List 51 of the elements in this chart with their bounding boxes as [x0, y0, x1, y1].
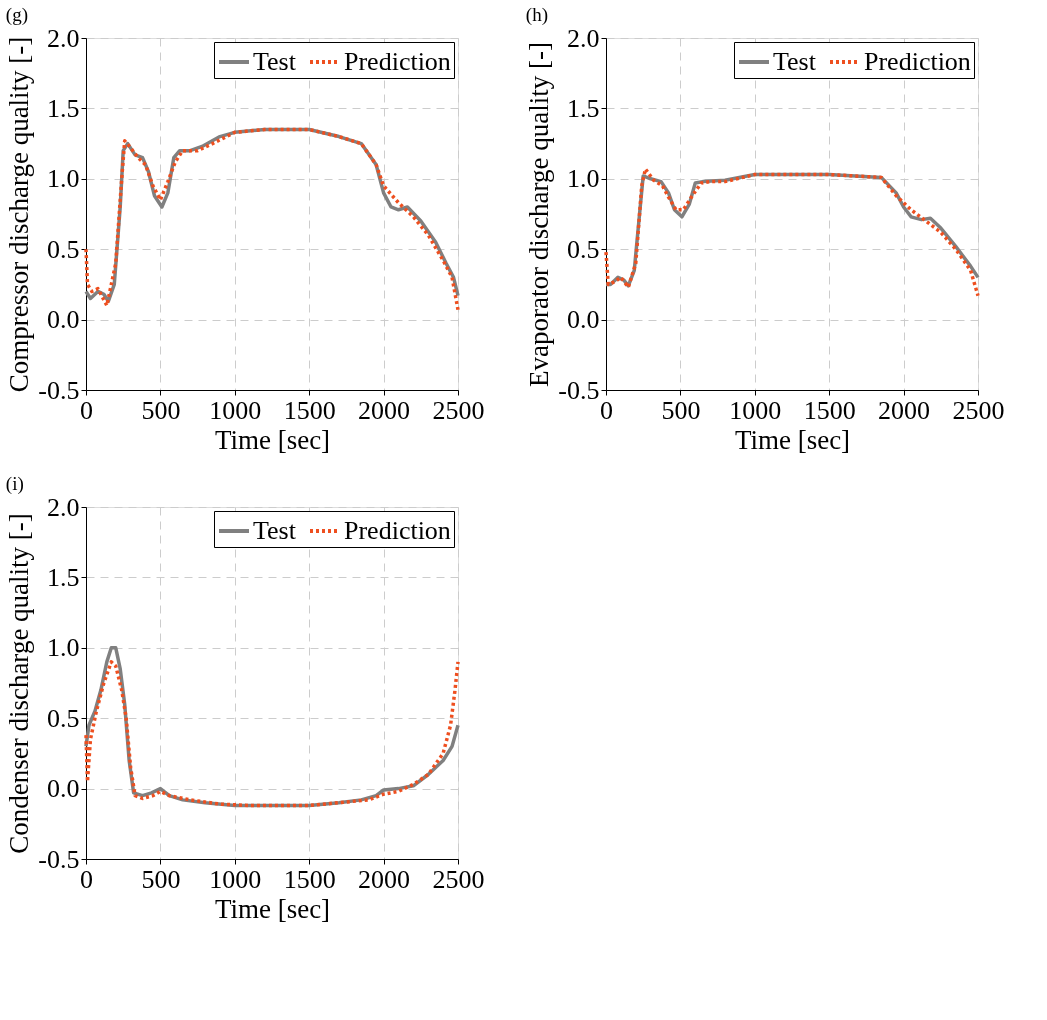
x-tick-label: 1000	[209, 395, 262, 425]
x-tick-label: 2000	[358, 864, 411, 894]
y-tick-label: 1.0	[47, 164, 80, 194]
y-axis-title: Condenser discharge quality [-]	[4, 513, 35, 854]
x-tick-label: 1500	[803, 395, 856, 425]
y-tick-label: -0.5	[558, 375, 600, 405]
y-axis-title: Evaporator discharge quality [-]	[524, 41, 555, 388]
x-tick-label: 2500	[432, 864, 485, 894]
y-axis-title: Compressor discharge quality [-]	[4, 36, 35, 393]
y-tick-label: 0.0	[47, 774, 80, 804]
chart-title: (g)	[5, 4, 28, 26]
legend-label: Test	[253, 516, 297, 545]
x-axis-title: Time [sec]	[734, 424, 851, 455]
x-tick-label: 0	[600, 395, 613, 425]
x-tick-label: 2000	[878, 395, 931, 425]
legend-label: Test	[773, 47, 817, 76]
x-tick-label: 0	[80, 395, 93, 425]
y-tick-label: -0.5	[38, 375, 80, 405]
x-tick-label: 2000	[358, 395, 411, 425]
x-tick-label: 500	[141, 864, 181, 894]
x-tick-label: 1500	[283, 395, 336, 425]
legend-label: Prediction	[344, 47, 451, 76]
y-tick-label: 1.5	[47, 93, 80, 123]
chart-title: (i)	[5, 473, 24, 495]
y-tick-label: 0.0	[47, 305, 80, 335]
y-tick-label: 1.5	[567, 93, 600, 123]
x-tick-label: 1500	[283, 864, 336, 894]
y-tick-label: 2.0	[567, 23, 600, 53]
x-tick-label: 0	[80, 864, 93, 894]
x-tick-label: 2500	[432, 395, 485, 425]
y-tick-label: 1.5	[47, 562, 80, 592]
y-tick-label: 0.0	[567, 305, 600, 335]
x-tick-label: 500	[661, 395, 701, 425]
y-tick-label: 1.0	[567, 164, 600, 194]
legend-label: Prediction	[864, 47, 971, 76]
y-tick-label: 0.5	[47, 234, 80, 264]
y-tick-label: -0.5	[38, 844, 80, 874]
x-tick-label: 500	[141, 395, 181, 425]
chart-title: (h)	[525, 4, 548, 26]
x-tick-label: 1000	[729, 395, 782, 425]
x-tick-label: 1000	[209, 864, 262, 894]
x-axis-title: Time [sec]	[214, 424, 331, 455]
y-tick-label: 2.0	[47, 492, 80, 522]
y-tick-label: 2.0	[47, 23, 80, 53]
y-tick-label: 1.0	[47, 633, 80, 663]
x-tick-label: 2500	[952, 395, 1005, 425]
y-tick-label: 0.5	[47, 703, 80, 733]
x-axis-title: Time [sec]	[214, 893, 331, 924]
legend-label: Test	[253, 47, 297, 76]
legend-label: Prediction	[344, 516, 451, 545]
y-tick-label: 0.5	[567, 234, 600, 264]
